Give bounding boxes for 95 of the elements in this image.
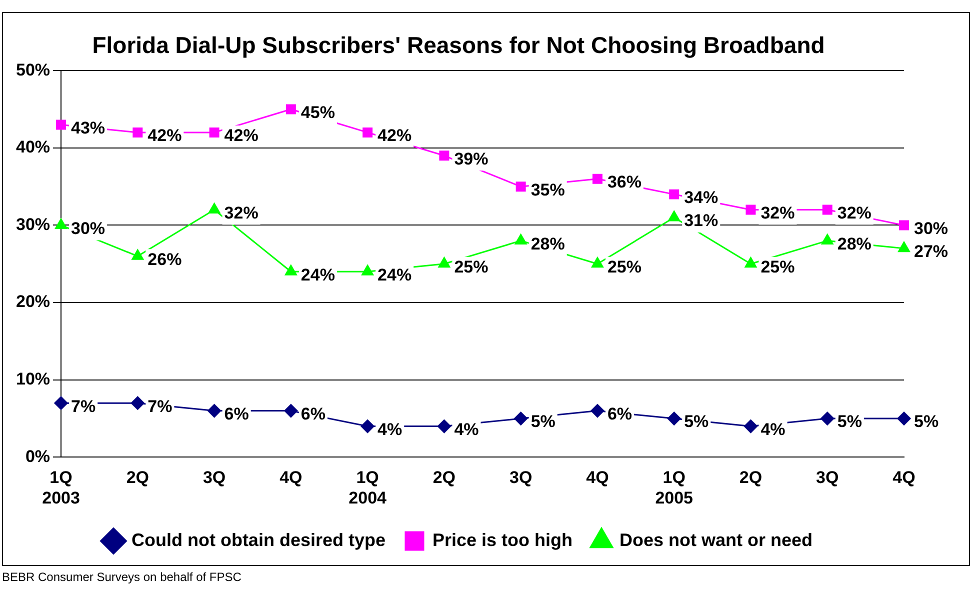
x-tick-label: 2Q <box>739 468 762 488</box>
point <box>820 412 834 426</box>
point <box>744 257 757 268</box>
x-tick-label: 3Q <box>509 468 532 488</box>
legend-label: Does not want or need <box>620 530 813 550</box>
point <box>669 189 680 200</box>
data-label: 25% <box>607 258 642 277</box>
data-label: 42% <box>148 126 182 146</box>
data-label: 24% <box>300 265 335 284</box>
x-tick-label: 4Q <box>892 468 916 488</box>
data-label: 24% <box>378 265 412 284</box>
y-tick-label: 10% <box>16 370 50 389</box>
chart-title: Florida Dial-Up Subscribers' Reasons for Not Choosing Broadband <box>92 32 825 58</box>
legend-label: Could not obtain desired type <box>131 530 386 550</box>
data-label: 6% <box>224 404 249 424</box>
point <box>514 412 528 426</box>
point <box>56 120 66 130</box>
data-label: 45% <box>300 102 335 122</box>
point <box>898 242 910 252</box>
point <box>437 420 451 434</box>
point <box>132 249 144 260</box>
data-label: 4% <box>378 420 402 439</box>
point <box>130 396 144 410</box>
point <box>362 127 373 138</box>
data-label: 5% <box>837 412 862 432</box>
point <box>209 127 220 138</box>
data-label: 5% <box>914 412 939 432</box>
point <box>744 420 758 434</box>
x-tick-label: 3Q <box>202 468 226 488</box>
x-tick-label: 1Q 2005 <box>655 468 694 508</box>
point <box>821 234 834 244</box>
point <box>746 204 756 215</box>
y-tick-label: 30% <box>16 214 50 234</box>
point <box>439 150 450 161</box>
x-tick-label: 2Q <box>432 468 456 488</box>
data-label: 7% <box>148 396 172 416</box>
point <box>132 127 143 138</box>
data-label: 4% <box>760 420 786 439</box>
data-label: 36% <box>607 172 642 192</box>
text: BEBR Consumer Surveys on behalf of FPSC <box>2 570 242 584</box>
data-label: 31% <box>684 211 718 230</box>
x-tick-label: 4Q <box>280 468 302 488</box>
data-label: 42% <box>224 126 258 146</box>
data-label: 32% <box>760 203 795 222</box>
y-tick-label: 50% <box>16 60 50 80</box>
data-label: 43% <box>71 118 106 138</box>
point <box>514 234 527 244</box>
point <box>516 182 526 192</box>
data-label: 5% <box>530 412 556 432</box>
x-tick-label: 1Q 2003 <box>42 468 80 508</box>
data-label: 27% <box>914 242 948 262</box>
x-tick-label: 3Q <box>816 468 839 488</box>
data-label: 25% <box>454 258 488 277</box>
data-label: 7% <box>71 396 96 416</box>
x-tick-label: 4Q <box>586 468 609 488</box>
data-label: 6% <box>607 404 632 424</box>
data-label: 42% <box>378 126 412 146</box>
point <box>362 264 374 276</box>
data-label: 25% <box>760 258 795 277</box>
x-tick-label: 1Q 2004 <box>348 468 388 508</box>
point <box>897 412 911 426</box>
point <box>667 412 681 426</box>
point <box>208 203 220 214</box>
point <box>284 264 297 276</box>
point <box>668 210 680 222</box>
data-label: 32% <box>837 203 872 222</box>
data-label: 6% <box>300 404 326 424</box>
data-label: 34% <box>684 188 718 207</box>
data-label: 28% <box>530 234 565 254</box>
point <box>822 204 832 215</box>
y-tick-label: 20% <box>16 292 50 312</box>
point <box>284 404 298 418</box>
data-label: 32% <box>224 203 258 222</box>
point <box>360 420 374 434</box>
point <box>899 220 909 230</box>
x-tick-label: 2Q <box>126 468 150 488</box>
y-tick-label: 0% <box>25 446 50 466</box>
data-label: 4% <box>454 420 479 439</box>
data-label: 30% <box>71 218 106 238</box>
point <box>592 174 602 184</box>
point <box>286 104 296 114</box>
data-label: 5% <box>684 412 709 432</box>
data-label: 39% <box>454 149 488 168</box>
data-label: 28% <box>837 234 872 254</box>
point <box>590 404 604 418</box>
legend-label: Price is too high <box>432 530 573 550</box>
data-label: 30% <box>914 218 948 238</box>
point <box>208 404 222 418</box>
data-label: 26% <box>148 250 182 269</box>
point <box>55 218 67 229</box>
point <box>592 257 604 268</box>
y-tick-label: 40% <box>16 138 50 157</box>
data-label: 35% <box>530 180 565 200</box>
point <box>438 257 450 268</box>
point <box>54 396 68 410</box>
